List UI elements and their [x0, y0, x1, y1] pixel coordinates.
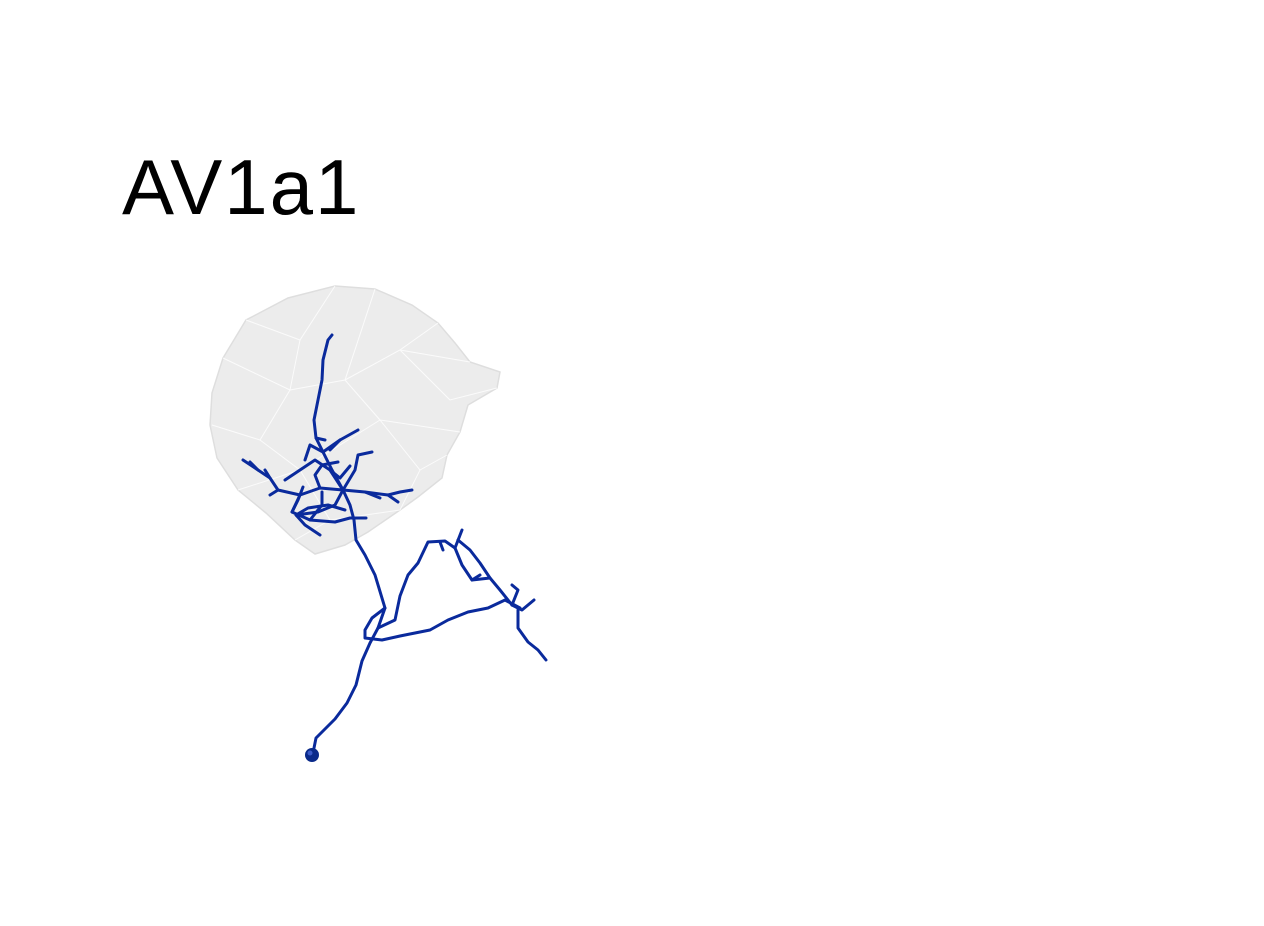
soma-marker: [305, 748, 319, 762]
neuron-skeleton: [241, 333, 548, 755]
neuron-title: AV1a1: [122, 143, 361, 231]
neuropil-mesh: [209, 285, 501, 555]
